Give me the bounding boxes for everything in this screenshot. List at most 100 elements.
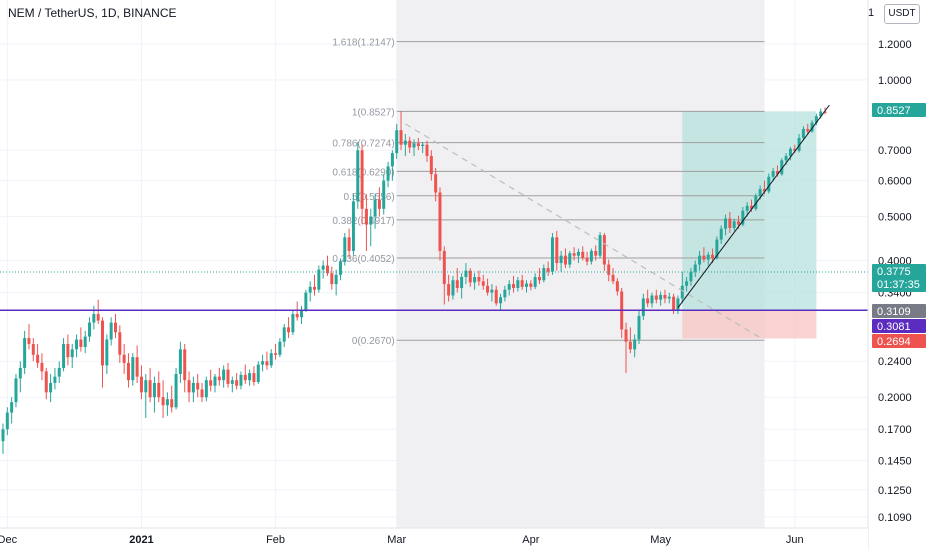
candle-body <box>451 280 455 296</box>
candle-body <box>646 298 650 304</box>
candle-body <box>122 354 126 363</box>
candle-body <box>455 280 459 289</box>
candle-body <box>481 281 485 286</box>
candle-body <box>330 273 334 285</box>
candle-body <box>542 268 546 281</box>
candle-body <box>334 274 338 285</box>
price-tick-label: 0.2000 <box>878 392 912 404</box>
candle-body <box>364 208 368 225</box>
price-label-badge <box>872 264 926 292</box>
candle-body <box>27 338 31 344</box>
candle-body <box>607 264 611 275</box>
fib-level-label: 0.236(0.4052) <box>332 254 394 265</box>
candle-body <box>814 116 818 123</box>
candle-body <box>797 137 801 151</box>
candle-body <box>434 174 438 193</box>
candle-body <box>105 339 109 366</box>
candle-body <box>680 285 684 299</box>
candle-body <box>217 376 221 381</box>
ascending-trend-line <box>677 104 830 308</box>
candle-body <box>126 362 130 381</box>
candle-body <box>537 276 541 281</box>
candle-body <box>754 195 758 209</box>
candle-body <box>641 298 645 316</box>
candle-body <box>256 364 260 383</box>
candle-body <box>624 329 628 342</box>
candle-body <box>157 382 161 398</box>
drawing-lines[interactable] <box>0 104 868 341</box>
price-label-text: 0.3081 <box>877 321 911 333</box>
candle-body <box>325 265 329 274</box>
time-tick-label: 2021 <box>129 534 153 546</box>
candle-body <box>486 285 490 293</box>
candle-body <box>343 237 347 262</box>
candle-body <box>728 218 732 228</box>
target-zone <box>682 111 817 311</box>
candle-body <box>568 253 572 265</box>
candle-body <box>282 327 286 342</box>
fib-level-label: 0.382(0.4917) <box>332 216 394 227</box>
candle-body <box>165 399 169 406</box>
candle-body <box>711 254 715 259</box>
candle-body <box>724 218 728 229</box>
candle-body <box>386 166 390 181</box>
candle-body <box>594 250 598 256</box>
fib-retracement[interactable]: 1.618(1.2147)1(0.8527)0.786(0.7274)0.618… <box>332 38 765 348</box>
candle-body <box>75 339 79 350</box>
scale-button[interactable]: 1 <box>868 7 875 19</box>
candle-body <box>650 295 654 304</box>
candle-body <box>676 298 680 310</box>
dashed-trend-line <box>405 123 765 341</box>
fib-level-label: 0(0.2670) <box>352 336 395 347</box>
candle-body <box>235 380 239 386</box>
candle-body <box>113 322 117 333</box>
fib-level-label: 1(0.8527) <box>352 107 395 118</box>
symbol-title[interactable]: NEM / TetherUS, 1D, BINANCE <box>8 6 177 20</box>
candle-body <box>555 237 559 264</box>
candle-body <box>148 380 152 398</box>
candle-body <box>810 122 814 132</box>
candle-body <box>438 192 442 251</box>
candle-body <box>18 367 22 379</box>
candle-body <box>49 382 53 393</box>
candle-body <box>377 199 381 209</box>
stop-zone <box>682 310 817 339</box>
candle-body <box>70 349 74 358</box>
time-tick-label: Feb <box>266 534 285 546</box>
candle-body <box>698 255 702 265</box>
candle-body <box>248 373 252 381</box>
candle-body <box>152 382 156 398</box>
candle-body <box>274 353 278 355</box>
candle-body <box>243 374 247 381</box>
price-axis[interactable]: 1.20001.00000.70000.60000.50000.40000.34… <box>867 0 932 550</box>
candle-body <box>191 382 195 393</box>
candle-body <box>503 289 507 298</box>
candle-body <box>533 276 537 287</box>
candle-body <box>57 367 61 377</box>
price-tick-label: 0.7000 <box>878 145 912 157</box>
candle-body <box>31 343 35 355</box>
candle-body <box>144 380 148 393</box>
price-label-badge <box>872 304 926 318</box>
candle-body <box>784 155 788 161</box>
candle-body <box>581 251 585 259</box>
candle-body <box>408 140 412 148</box>
candle-body <box>83 336 87 347</box>
currency-badge[interactable]: USDT <box>884 4 920 24</box>
candle-body <box>473 276 477 283</box>
time-tick-label: May <box>650 534 671 546</box>
candle-body <box>737 221 741 225</box>
candle-body <box>79 339 83 347</box>
candle-body <box>369 216 373 225</box>
candle-body <box>611 274 615 282</box>
candle-body <box>395 130 399 154</box>
candle-body <box>793 148 797 151</box>
time-axis[interactable]: Dec 2021 Feb Mar Apr May Jun <box>0 527 868 550</box>
candle-body <box>490 289 494 293</box>
price-tick-label: 1.2000 <box>878 39 912 51</box>
candle-body <box>10 402 14 413</box>
candle-body <box>226 369 230 384</box>
candle-body <box>499 297 503 304</box>
candle-body <box>576 251 580 256</box>
